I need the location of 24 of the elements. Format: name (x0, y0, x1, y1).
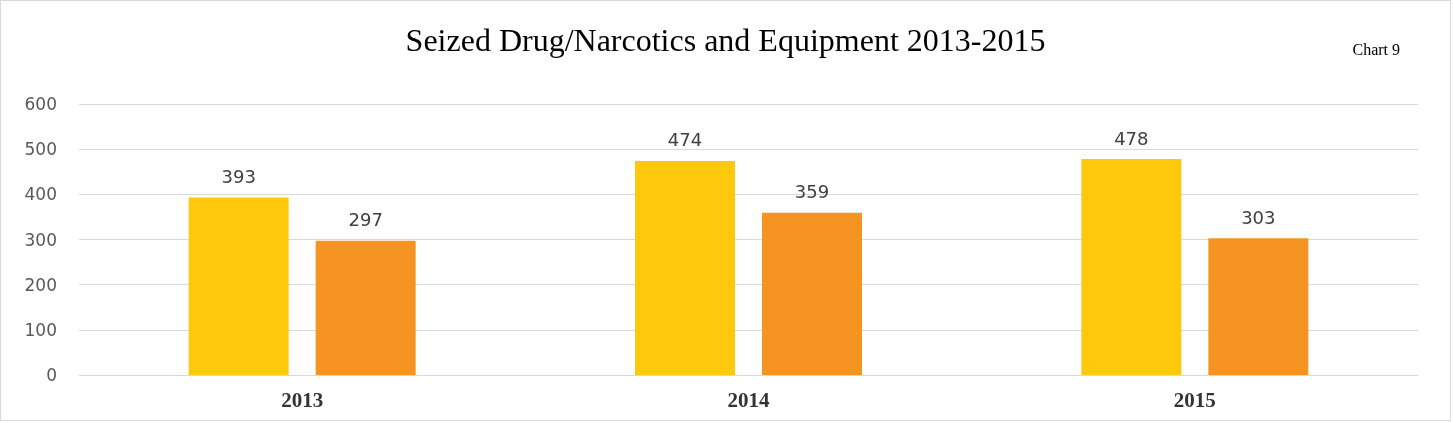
bar (762, 212, 862, 375)
bar (315, 240, 416, 375)
y-tick-label: 600 (24, 94, 57, 114)
chart-title: Seized Drug/Narcotics and Equipment 2013-2015 (405, 22, 1046, 58)
data-label: 478 (1114, 127, 1149, 149)
x-tick-label: 2015 (1173, 387, 1216, 412)
y-tick-label: 300 (24, 229, 57, 250)
data-label: 303 (1241, 206, 1276, 228)
y-tick-label: 100 (24, 319, 57, 340)
y-tick-label: 400 (24, 184, 57, 205)
bar (188, 197, 289, 375)
bar (635, 160, 735, 375)
x-tick-label: 2014 (727, 387, 770, 412)
data-label: 297 (348, 209, 383, 231)
caption: Chart 9 (1352, 40, 1400, 58)
bar (1081, 159, 1182, 375)
data-label: 474 (667, 129, 703, 151)
y-tick-label: 200 (24, 274, 57, 295)
bar (1208, 238, 1309, 375)
x-tick-label: 2013 (281, 387, 324, 412)
data-label: 359 (794, 181, 830, 203)
data-label: 393 (221, 165, 256, 187)
y-tick-label: 500 (24, 139, 57, 160)
y-tick-label: 0 (46, 365, 57, 385)
